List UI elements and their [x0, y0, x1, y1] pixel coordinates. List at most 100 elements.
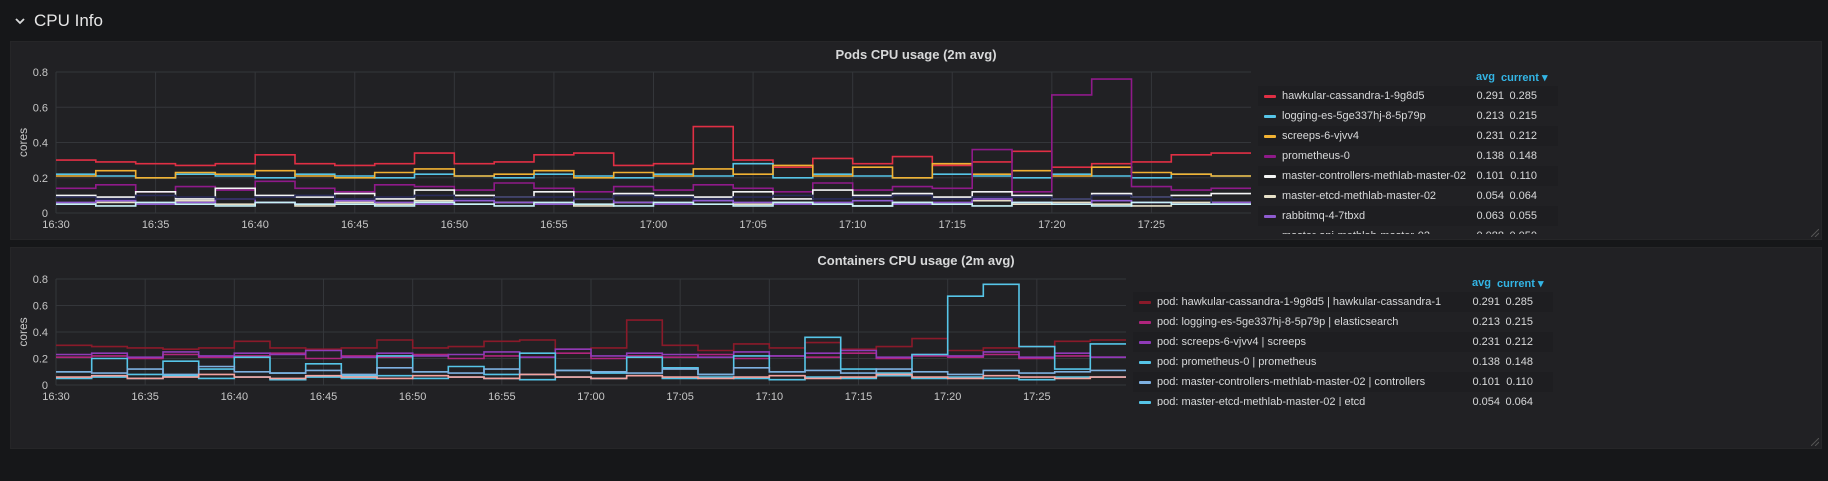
row-header-cpu-info[interactable]: CPU Info	[14, 8, 103, 34]
x-tick-label: 17:15	[938, 219, 966, 231]
graph-legend: avg current ▾ hawkular-cassandra-1-9g8d5…	[1258, 68, 1558, 234]
series-swatch-icon[interactable]	[1139, 301, 1151, 304]
legend-current-value: 0.212	[1505, 336, 1533, 348]
x-tick-label: 16:55	[540, 219, 568, 231]
legend-item[interactable]: pod: prometheus-0 | prometheus 0.138 0.148	[1133, 352, 1553, 372]
y-tick-label: 0.4	[33, 327, 48, 339]
series-swatch-icon[interactable]	[1264, 175, 1276, 178]
series-line[interactable]	[56, 187, 1251, 200]
legend-item[interactable]: screeps-6-vjvv4 0.231 0.212	[1258, 126, 1558, 146]
panel-containers-cpu-usage[interactable]: Containers CPU usage (2m avg) 0.8 0.6 0.4 0…	[10, 247, 1822, 449]
x-tick-label: 16:30	[42, 391, 70, 403]
legend-avg-value: 0.231	[1476, 130, 1504, 142]
legend-series-name[interactable]: screeps-6-vjvv4	[1282, 130, 1360, 142]
legend-series-name[interactable]: master-api-methlab-master-02	[1282, 226, 1430, 234]
legend-series-name[interactable]: logging-es-5ge337hj-8-5p79p	[1282, 110, 1426, 122]
legend-avg-value: 0.138	[1476, 150, 1504, 162]
series-swatch-icon[interactable]	[1139, 341, 1151, 344]
x-tick-label: 17:15	[845, 391, 873, 403]
legend-avg-value: 0.101	[1476, 170, 1504, 182]
resize-handle-icon[interactable]	[1811, 438, 1819, 446]
legend-col-current[interactable]: current ▾	[1497, 278, 1544, 290]
legend-series-name[interactable]: pod: prometheus-0 | prometheus	[1157, 356, 1317, 368]
graph-legend: avg current ▾ pod: hawkular-cassandra-1-…	[1133, 274, 1553, 406]
legend-item[interactable]: master-api-methlab-master-02 0.0880.050	[1258, 226, 1558, 234]
x-tick-label: 16:55	[488, 391, 516, 403]
resize-handle-icon[interactable]	[1811, 229, 1819, 237]
legend-header: avg current ▾	[1133, 274, 1553, 292]
pods-cpu-graph[interactable]: 0.8 0.6 0.4 0.2 016:30 16:35 16:40 16:45 16:50 16…	[11, 42, 1261, 239]
panel-title[interactable]: Containers CPU usage (2m avg)	[817, 253, 1015, 268]
legend-series-name[interactable]: pod: master-controllers-methlab-master-0…	[1157, 376, 1426, 388]
legend-item[interactable]: pod: hawkular-cassandra-1-9g8d5 | hawkul…	[1133, 292, 1553, 312]
legend-col-current[interactable]: current ▾	[1501, 72, 1548, 84]
legend-avg-value: 0.231	[1472, 336, 1500, 348]
x-tick-label: 17:00	[640, 219, 668, 231]
x-tick-label: 17:05	[666, 391, 694, 403]
series-line[interactable]	[56, 78, 1251, 193]
x-tick-label: 16:40	[241, 219, 269, 231]
legend-current-value: 0.055	[1509, 210, 1537, 222]
legend-avg-value: 0.213	[1476, 110, 1504, 122]
x-tick-label: 16:30	[42, 219, 70, 231]
series-swatch-icon[interactable]	[1264, 195, 1276, 198]
legend-item[interactable]: pod: master-controllers-methlab-master-0…	[1133, 372, 1553, 392]
y-tick-label: 0	[42, 380, 48, 392]
legend-avg-value: 0.138	[1472, 356, 1500, 368]
legend-item[interactable]: prometheus-0 0.138 0.148	[1258, 146, 1558, 166]
x-tick-label: 17:10	[839, 219, 867, 231]
legend-series-name[interactable]: prometheus-0	[1282, 150, 1350, 162]
series-line[interactable]	[56, 365, 1126, 376]
legend-item[interactable]: rabbitmq-4-7tbxd 0.063 0.055	[1258, 206, 1558, 226]
series-swatch-icon[interactable]	[1139, 381, 1151, 384]
legend-current-value: 0.050	[1497, 226, 1537, 234]
series-swatch-icon[interactable]	[1139, 401, 1151, 404]
legend-col-avg[interactable]: avg	[1476, 71, 1495, 83]
series-swatch-icon[interactable]	[1139, 361, 1151, 364]
series-line[interactable]	[56, 373, 1126, 380]
legend-item[interactable]: pod: screeps-6-vjvv4 | screeps 0.231 0.212	[1133, 332, 1553, 352]
panel-title[interactable]: Pods CPU usage (2m avg)	[835, 47, 997, 62]
x-tick-label: 16:40	[221, 391, 249, 403]
y-axis-label: cores	[16, 128, 30, 157]
y-tick-label: 0.8	[33, 274, 48, 286]
series-swatch-icon[interactable]	[1264, 215, 1276, 218]
x-tick-label: 17:25	[1138, 219, 1166, 231]
x-tick-label: 17:05	[739, 219, 767, 231]
legend-series-name[interactable]: master-etcd-methlab-master-02	[1282, 190, 1437, 202]
x-tick-label: 16:50	[441, 219, 469, 231]
legend-avg-value: 0.291	[1476, 90, 1504, 102]
series-swatch-icon[interactable]	[1264, 155, 1276, 158]
legend-current-value: 0.285	[1505, 296, 1533, 308]
series-swatch-icon[interactable]	[1264, 135, 1276, 138]
series-line[interactable]	[56, 194, 1251, 205]
legend-series-name[interactable]: pod: master-etcd-methlab-master-02 | etc…	[1157, 396, 1366, 406]
series-swatch-icon[interactable]	[1264, 115, 1276, 118]
legend-item[interactable]: master-controllers-methlab-master-02 0.10…	[1258, 166, 1558, 186]
legend-series-name[interactable]: pod: logging-es-5ge337hj-8-5p79p | elast…	[1157, 316, 1399, 328]
x-tick-label: 17:00	[577, 391, 605, 403]
containers-cpu-graph[interactable]: 0.8 0.6 0.4 0.2 016:30 16:35 16:40 16:45 16:50 16…	[11, 248, 1131, 448]
legend-current-value: 0.215	[1509, 110, 1537, 122]
legend-col-avg[interactable]: avg	[1472, 277, 1491, 289]
legend-current-value: 0.148	[1505, 356, 1533, 368]
legend-item[interactable]: hawkular-cassandra-1-9g8d5 0.291 0.285	[1258, 86, 1558, 106]
legend-avg-value: 0.054	[1476, 190, 1504, 202]
legend-item[interactable]: pod: master-etcd-methlab-master-02 | etc…	[1133, 392, 1553, 406]
legend-item[interactable]: logging-es-5ge337hj-8-5p79p 0.213 0.215	[1258, 106, 1558, 126]
x-tick-label: 17:25	[1023, 391, 1051, 403]
y-tick-label: 0.8	[33, 67, 48, 79]
legend-series-name[interactable]: rabbitmq-4-7tbxd	[1282, 210, 1366, 222]
legend-series-name[interactable]: hawkular-cassandra-1-9g8d5	[1282, 90, 1425, 102]
legend-item[interactable]: pod: logging-es-5ge337hj-8-5p79p | elast…	[1133, 312, 1553, 332]
legend-series-name[interactable]: pod: screeps-6-vjvv4 | screeps	[1157, 336, 1306, 348]
series-line[interactable]	[56, 201, 1251, 207]
series-swatch-icon[interactable]	[1139, 321, 1151, 324]
panel-pods-cpu-usage[interactable]: Pods CPU usage (2m avg) 0.8 0.6 0.4 0.2 0 16:…	[10, 41, 1822, 240]
legend-avg-value: 0.213	[1472, 316, 1500, 328]
legend-series-name[interactable]: pod: hawkular-cassandra-1-9g8d5 | hawkul…	[1157, 296, 1442, 308]
legend-item[interactable]: master-etcd-methlab-master-02 0.054 0.064	[1258, 186, 1558, 206]
legend-current-value: 0.110	[1510, 170, 1537, 182]
legend-series-name[interactable]: master-controllers-methlab-master-02	[1282, 170, 1466, 182]
series-swatch-icon[interactable]	[1264, 95, 1276, 98]
